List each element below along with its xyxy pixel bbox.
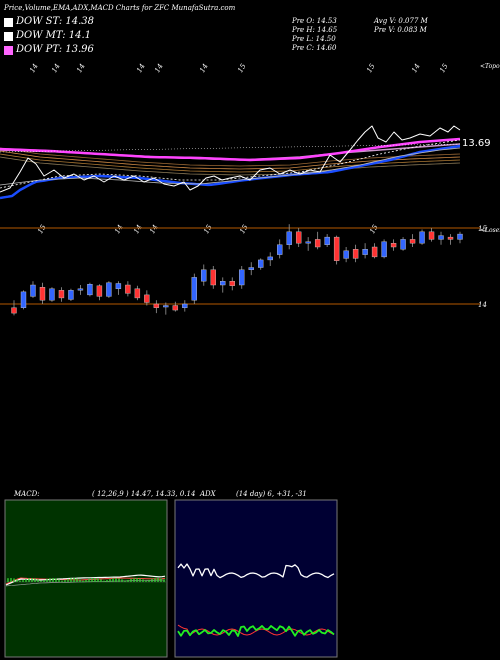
candle-body [371,246,378,258]
candle-price-label: 14 [478,301,487,309]
candle-body [125,284,131,294]
candle-body [39,287,46,301]
top-price-label: 13.69 [462,138,491,149]
adx-plus-di-line [177,625,335,637]
legend-swatch-mt [4,32,13,41]
candle-body [153,303,160,308]
candle-body [182,303,188,308]
candle-body [409,239,416,244]
ema-ribbon-line [0,147,461,167]
adx-label: ADX [200,490,216,498]
top-corner-label: <Topo [480,63,500,70]
candle-body [58,290,65,299]
pre-open: Pre O: 14.53 [292,17,337,25]
legend-mt: DOW MT: 14.1 [16,30,92,41]
guide-lines [0,227,480,305]
candle-body [277,244,283,255]
candle-body [115,283,122,290]
macd-params: ( 12,26,9 ) 14.47, 14.33, 0.14 [92,490,196,498]
ema-ribbon-line [0,156,461,176]
candle-body [11,307,17,314]
ema-ribbon-line [0,153,461,173]
chart-title: Price,Volume,EMA,ADX,MACD Charts for ZFC… [4,4,236,12]
candle-body [239,269,245,286]
candle-body [381,241,387,258]
macd-label: MACD: [14,490,40,498]
candle-body [144,294,150,303]
candle-body [295,231,302,244]
candle-body [457,233,463,240]
candle-body [362,249,368,255]
avg-volume: Avg V: 0.077 M [374,17,428,25]
legend-pt: DOW PT: 13.96 [16,44,94,55]
candle-body [438,235,444,240]
candle-body [172,305,179,311]
candle-body [419,231,425,244]
legend-swatch-pt [4,46,13,55]
candle-body [248,267,254,270]
candle-body [447,236,454,240]
candle-body [210,269,216,286]
candle-body [220,281,226,286]
candle-body [343,250,349,259]
candle-body [106,282,112,297]
candle-body [324,236,330,245]
candle-body [428,231,435,240]
candle-body [96,285,103,297]
legend-swatch-st [4,18,13,27]
adx-panel [174,499,338,658]
legend-st: DOW ST: 14.38 [16,16,95,27]
candle-body [333,236,340,261]
ema-long-line [0,137,461,162]
ema-short-line [0,144,461,200]
candle-body [201,269,207,282]
candle-body [352,249,359,259]
adx-line [177,563,335,579]
adx-params: (14 day) 6, +31, -31 [236,490,307,498]
candles [11,224,463,316]
candle-body [87,284,93,296]
macd-panel [4,499,168,658]
prev-volume: Pre V: 0.083 M [374,26,427,34]
candle-body [191,277,197,301]
candle-price-label: 15 [478,225,487,233]
candle-body [68,290,74,300]
candle-body [163,305,169,308]
candle-body [267,256,273,261]
candle-body [49,288,55,301]
candle-body [286,231,292,245]
candle-corner-label: <Losem [480,227,500,234]
candle-body [400,239,406,250]
candle-body [77,288,84,291]
candle-body [390,242,397,248]
candle-body [229,281,235,286]
pre-close: Pre C: 14.60 [292,44,337,52]
candle-body [30,284,36,297]
candle-body [134,288,141,299]
price-line [0,125,461,193]
pre-high: Pre H: 14.65 [292,26,338,34]
candle-body [20,291,27,308]
candle-body [258,259,264,268]
ema-grey-line [0,147,461,186]
adx-minus-di-line [177,624,335,636]
candle-body [314,239,321,248]
ema-lines [0,125,461,200]
candle-body [305,241,311,244]
pre-low: Pre L: 14.50 [292,35,336,43]
